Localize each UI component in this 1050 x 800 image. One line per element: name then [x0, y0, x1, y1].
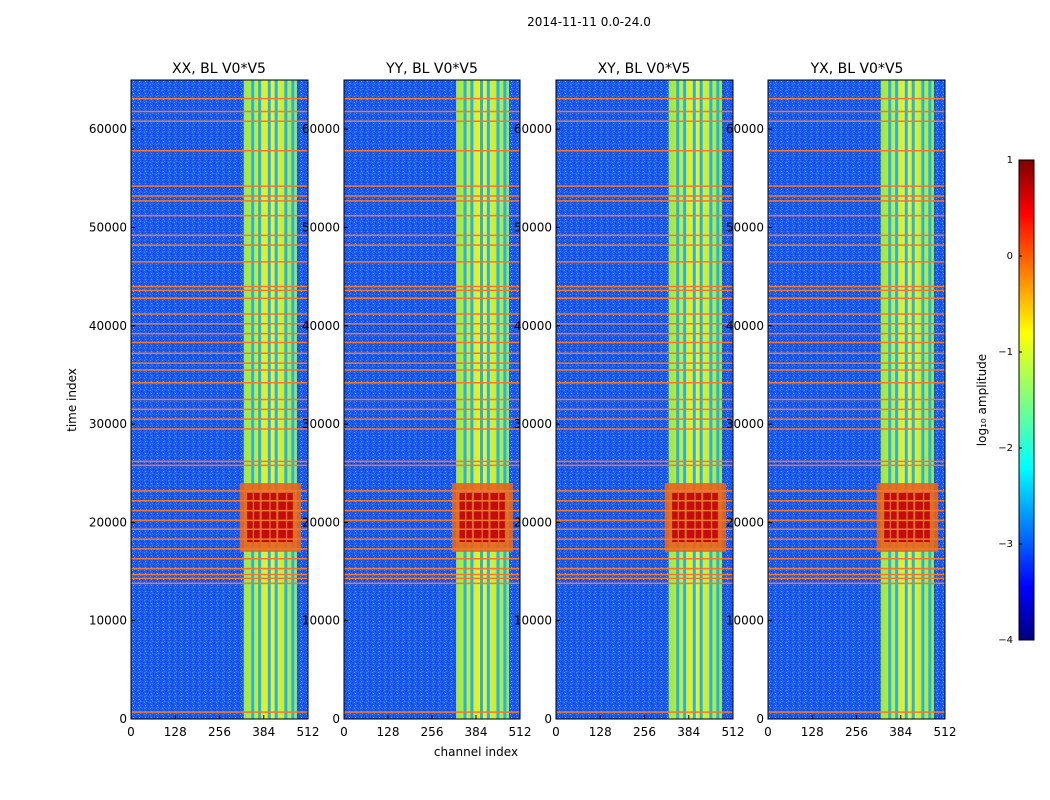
y-tick-label: 40000 — [514, 319, 552, 333]
x-tick-label: 512 — [722, 725, 745, 739]
burst-cell — [459, 492, 465, 543]
x-tick-label: 384 — [252, 725, 275, 739]
burst-cell — [695, 492, 702, 543]
panel-title: YX, BL V0*V5 — [810, 61, 904, 77]
y-tick-label: 0 — [332, 712, 340, 726]
burst-cell — [278, 492, 286, 543]
burst-cell — [891, 492, 897, 543]
burst-cell — [915, 492, 923, 543]
x-tick-label: 0 — [127, 725, 135, 739]
heatmap-area — [768, 80, 945, 719]
y-tick-label: 0 — [119, 712, 127, 726]
panel-xx: XX, BL V0*V5 0 10000 20000 30000 40000 50000 6… — [89, 61, 320, 739]
colorbar-tick-label: 1 — [1007, 155, 1013, 166]
colorbar-tick-label: −2 — [998, 443, 1013, 454]
heatmap-area — [344, 80, 520, 719]
burst-cell — [679, 492, 685, 543]
burst-cell — [884, 492, 890, 543]
colorbar-tick-label: −4 — [998, 635, 1013, 646]
burst-cell — [703, 492, 711, 543]
y-axis-label: time index — [65, 368, 79, 432]
colorbar-tick-label: −3 — [998, 539, 1013, 550]
burst-cell — [499, 492, 505, 543]
x-tick-label: 256 — [845, 725, 868, 739]
y-tick-label: 60000 — [89, 122, 127, 136]
panel-title: XX, BL V0*V5 — [172, 61, 266, 77]
heatmap-area — [131, 80, 308, 719]
figure-suptitle: 2014-11-11 0.0-24.0 — [527, 15, 651, 29]
y-tick-label: 50000 — [514, 220, 552, 234]
x-tick-label: 128 — [801, 725, 824, 739]
panel-yx: YX, BL V0*V5 0 10000 20000 30000 40000 50000 6… — [726, 61, 957, 739]
x-tick-label: 0 — [340, 725, 348, 739]
y-tick-label: 60000 — [726, 122, 764, 136]
colorbar-tick-label: 0 — [1007, 251, 1013, 262]
y-tick-label: 10000 — [89, 614, 127, 628]
y-tick-label: 10000 — [514, 614, 552, 628]
y-tick-label: 10000 — [302, 614, 340, 628]
y-tick-label: 0 — [756, 712, 764, 726]
y-tick-label: 20000 — [89, 515, 127, 529]
burst-cell — [287, 492, 293, 543]
heatmap-area — [556, 80, 733, 719]
x-tick-label: 256 — [633, 725, 656, 739]
x-tick-label: 128 — [589, 725, 612, 739]
x-tick-label: 512 — [934, 725, 957, 739]
burst-cell — [712, 492, 718, 543]
y-tick-label: 60000 — [514, 122, 552, 136]
panel-title: XY, BL V0*V5 — [598, 61, 691, 77]
burst-cell — [672, 492, 678, 543]
y-tick-label: 10000 — [726, 614, 764, 628]
colorbar-tick-label: −1 — [998, 347, 1013, 358]
x-tick-label: 384 — [889, 725, 912, 739]
x-axis-label: channel index — [434, 745, 518, 759]
burst-cell — [490, 492, 498, 543]
colorbar-gradient — [1018, 159, 1035, 641]
x-tick-label: 128 — [164, 725, 187, 739]
burst-cell — [482, 492, 489, 543]
burst-cell — [473, 492, 482, 543]
colorbar-label: log₁₀ amplitude — [975, 354, 989, 446]
burst-cell — [247, 492, 253, 543]
y-tick-label: 30000 — [302, 417, 340, 431]
x-tick-label: 0 — [552, 725, 560, 739]
burst-cell — [270, 492, 277, 543]
x-tick-label: 512 — [297, 725, 320, 739]
x-tick-label: 384 — [677, 725, 700, 739]
y-tick-label: 40000 — [302, 319, 340, 333]
y-tick-label: 20000 — [302, 515, 340, 529]
panel-title: YY, BL V0*V5 — [385, 61, 478, 77]
panel-yy: YY, BL V0*V5 0 10000 20000 30000 40000 50000 6… — [302, 61, 532, 739]
y-tick-label: 0 — [544, 712, 552, 726]
x-tick-label: 384 — [465, 725, 488, 739]
y-tick-label: 50000 — [89, 220, 127, 234]
x-tick-label: 256 — [421, 725, 444, 739]
y-tick-label: 60000 — [302, 122, 340, 136]
y-tick-label: 30000 — [89, 417, 127, 431]
x-tick-label: 128 — [377, 725, 400, 739]
burst-cell — [898, 492, 907, 543]
y-tick-label: 30000 — [514, 417, 552, 431]
y-tick-label: 20000 — [514, 515, 552, 529]
x-tick-label: 0 — [764, 725, 772, 739]
y-tick-label: 30000 — [726, 417, 764, 431]
colorbar: 1 0 −1 −2 −3 −4 log₁₀ amplitude — [975, 155, 1035, 646]
y-tick-label: 20000 — [726, 515, 764, 529]
x-tick-label: 512 — [509, 725, 532, 739]
y-tick-label: 50000 — [726, 220, 764, 234]
y-tick-label: 40000 — [726, 319, 764, 333]
burst-cell — [254, 492, 260, 543]
x-tick-label: 256 — [208, 725, 231, 739]
y-tick-label: 50000 — [302, 220, 340, 234]
y-tick-label: 40000 — [89, 319, 127, 333]
burst-cell — [924, 492, 930, 543]
burst-cell — [907, 492, 914, 543]
burst-cell — [466, 492, 472, 543]
burst-cell — [261, 492, 270, 543]
burst-cell — [686, 492, 695, 543]
panel-xy: XY, BL V0*V5 0 10000 20000 30000 40000 50000 6… — [514, 61, 745, 739]
